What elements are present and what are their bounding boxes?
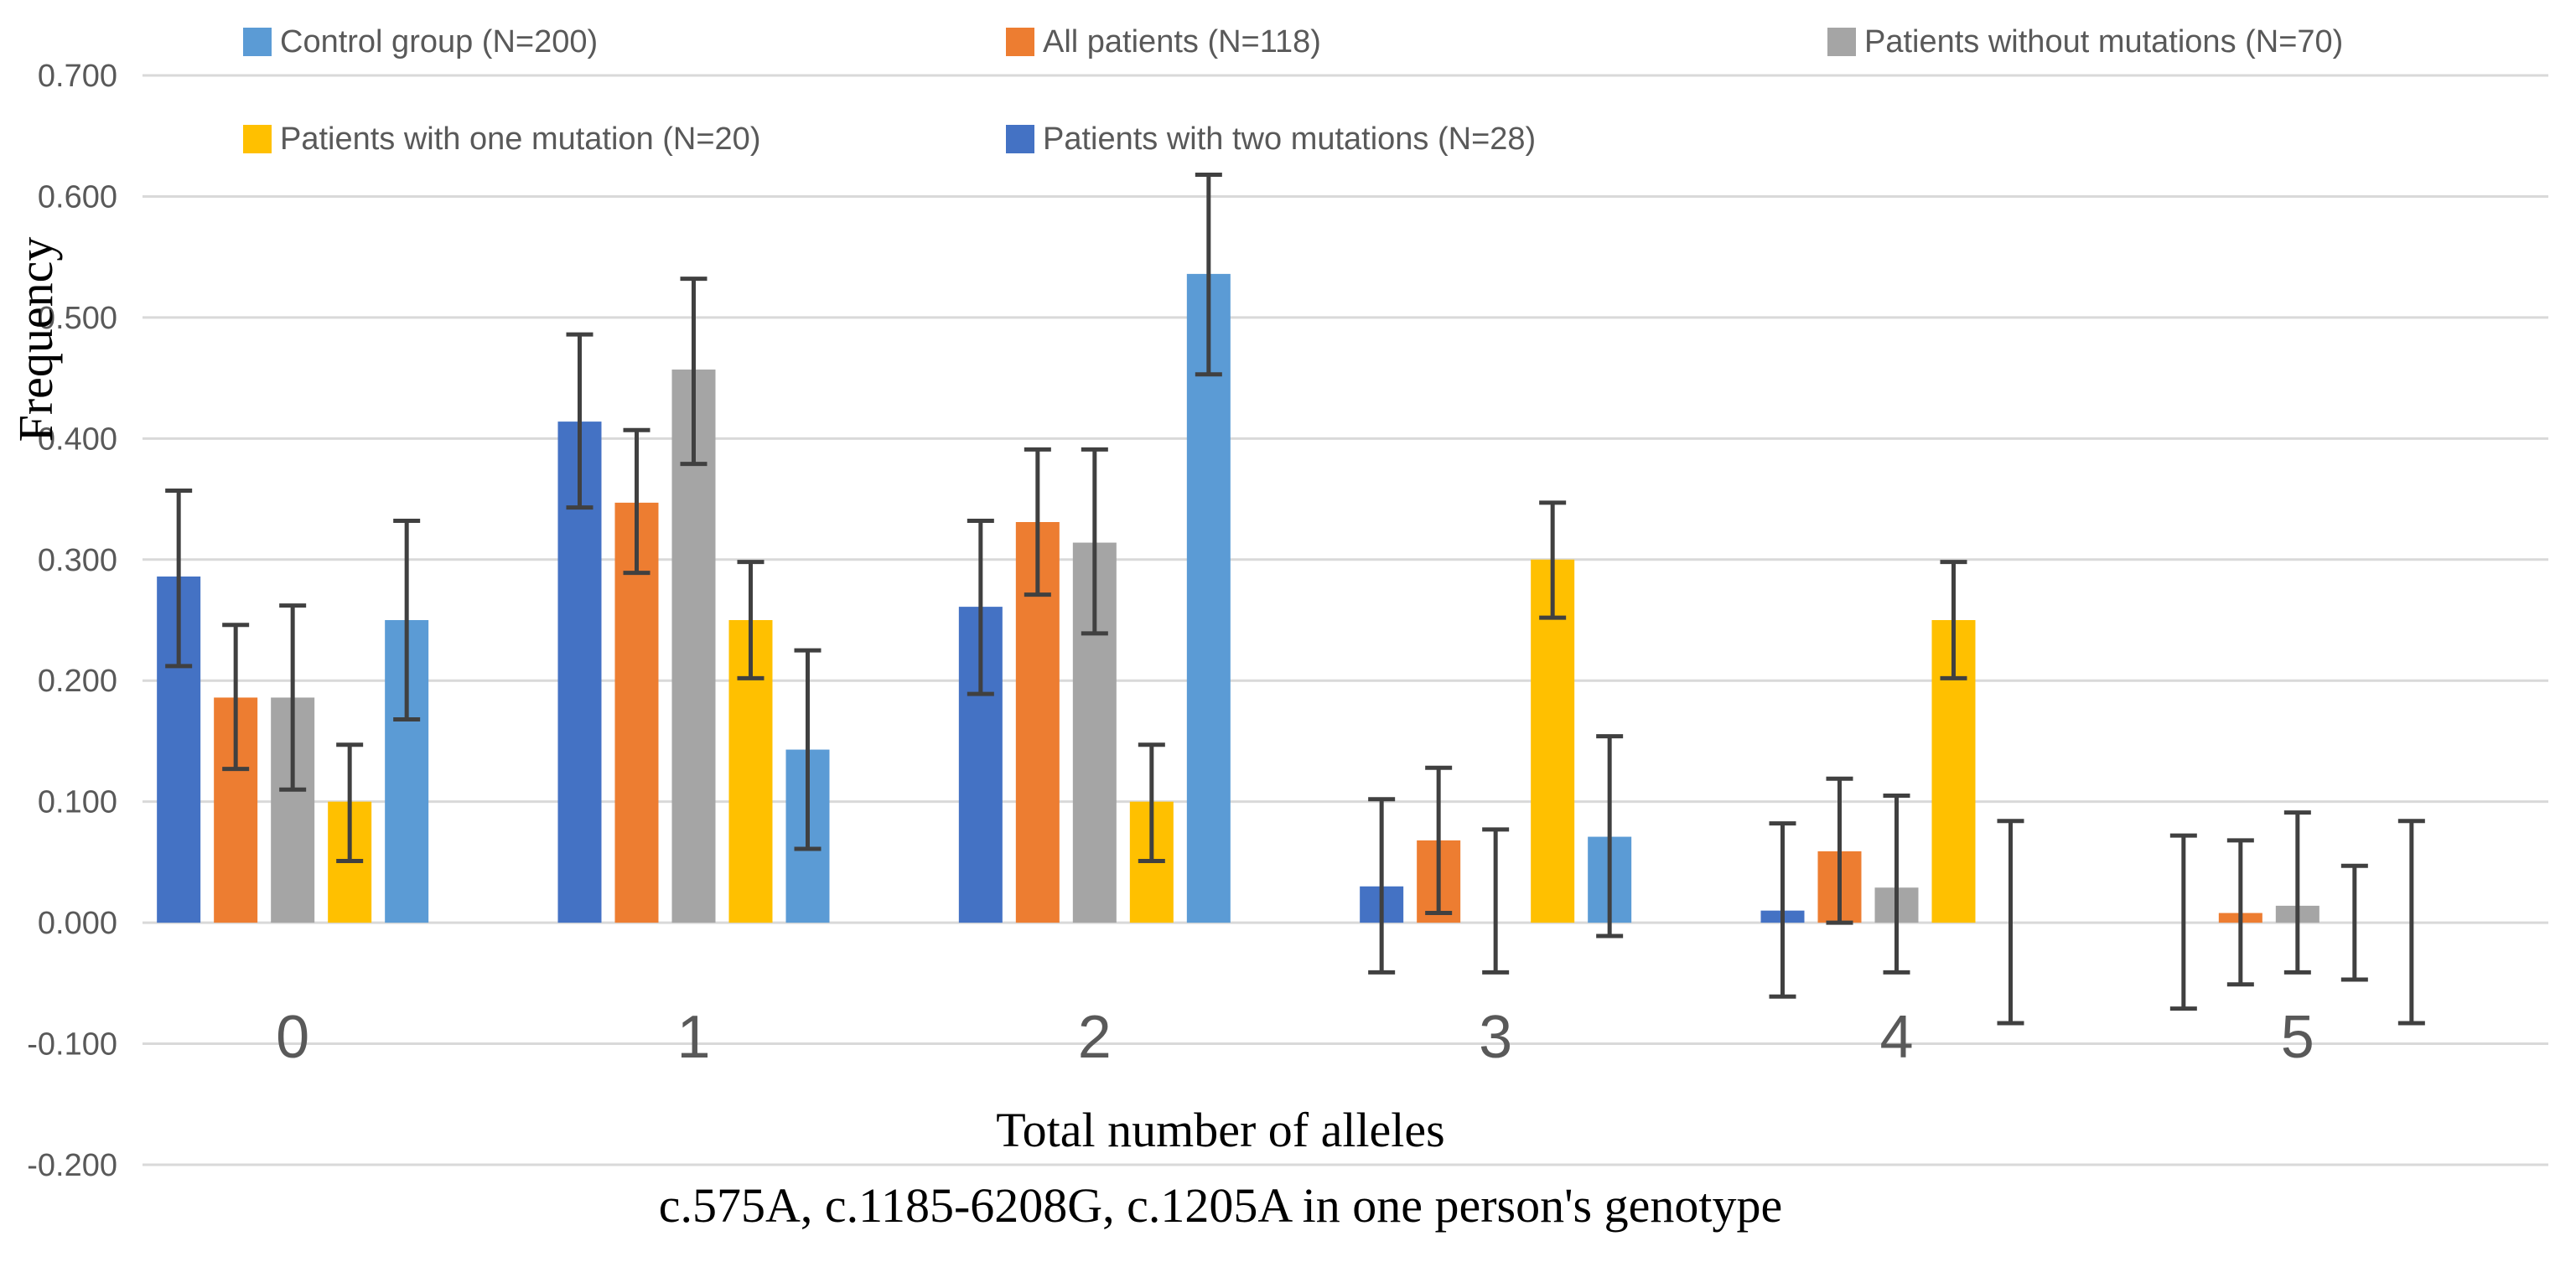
error-bars — [165, 172, 2425, 1026]
y-tick-label: 0.400 — [38, 421, 117, 457]
y-axis-title: Frequency — [8, 237, 63, 442]
legend-label: Patients with one mutation (N=20) — [280, 122, 760, 157]
legend-swatch — [1006, 28, 1034, 56]
y-tick-label: 0.500 — [38, 301, 117, 336]
y-tick-label: -0.200 — [27, 1148, 117, 1183]
legend-swatch — [1006, 125, 1034, 153]
x-category-label: 1 — [676, 1004, 710, 1071]
y-tick-label: 0.100 — [38, 785, 117, 820]
x-category-label: 2 — [1078, 1004, 1112, 1071]
legend-label: Patients with two mutations (N=28) — [1043, 122, 1536, 157]
bar-patients-with-one-mutation-3 — [1531, 559, 1575, 923]
x-category-label: 4 — [1879, 1004, 1913, 1071]
legend-label: Control group (N=200) — [280, 24, 598, 59]
y-tick-label: 0.300 — [38, 543, 117, 578]
y-tick-label: -0.100 — [27, 1027, 117, 1063]
legend-swatch — [243, 28, 272, 56]
legend-label: Patients without mutations (N=70) — [1864, 24, 2343, 59]
x-axis-subtitle: c.575A, c.1185-6208G, c.1205A in one per… — [659, 1178, 1782, 1233]
y-tick-label: 0.000 — [38, 906, 117, 941]
bars — [157, 273, 2319, 923]
legend-swatch — [1827, 28, 1856, 56]
x-axis-category-labels: 0 1 2 3 4 5 — [276, 1004, 2314, 1071]
y-tick-label: 0.200 — [38, 664, 117, 699]
y-axis-tick-labels: -0.200 -0.100 0.000 0.100 0.200 0.300 0.400 0.5… — [27, 59, 117, 1183]
y-tick-label: 0.600 — [38, 179, 117, 215]
legend: Control group (N=200) All patients (N=118… — [243, 24, 2343, 157]
y-tick-label: 0.700 — [38, 59, 117, 94]
legend-label: All patients (N=118) — [1043, 24, 1321, 59]
gridlines — [143, 74, 2548, 1166]
legend-swatch — [243, 125, 272, 153]
bar-control-group-2 — [1186, 273, 1231, 923]
x-category-label: 5 — [2281, 1004, 2314, 1071]
x-category-label: 3 — [1479, 1004, 1512, 1071]
x-category-label: 0 — [276, 1004, 309, 1071]
x-axis-title: Total number of alleles — [996, 1103, 1444, 1157]
